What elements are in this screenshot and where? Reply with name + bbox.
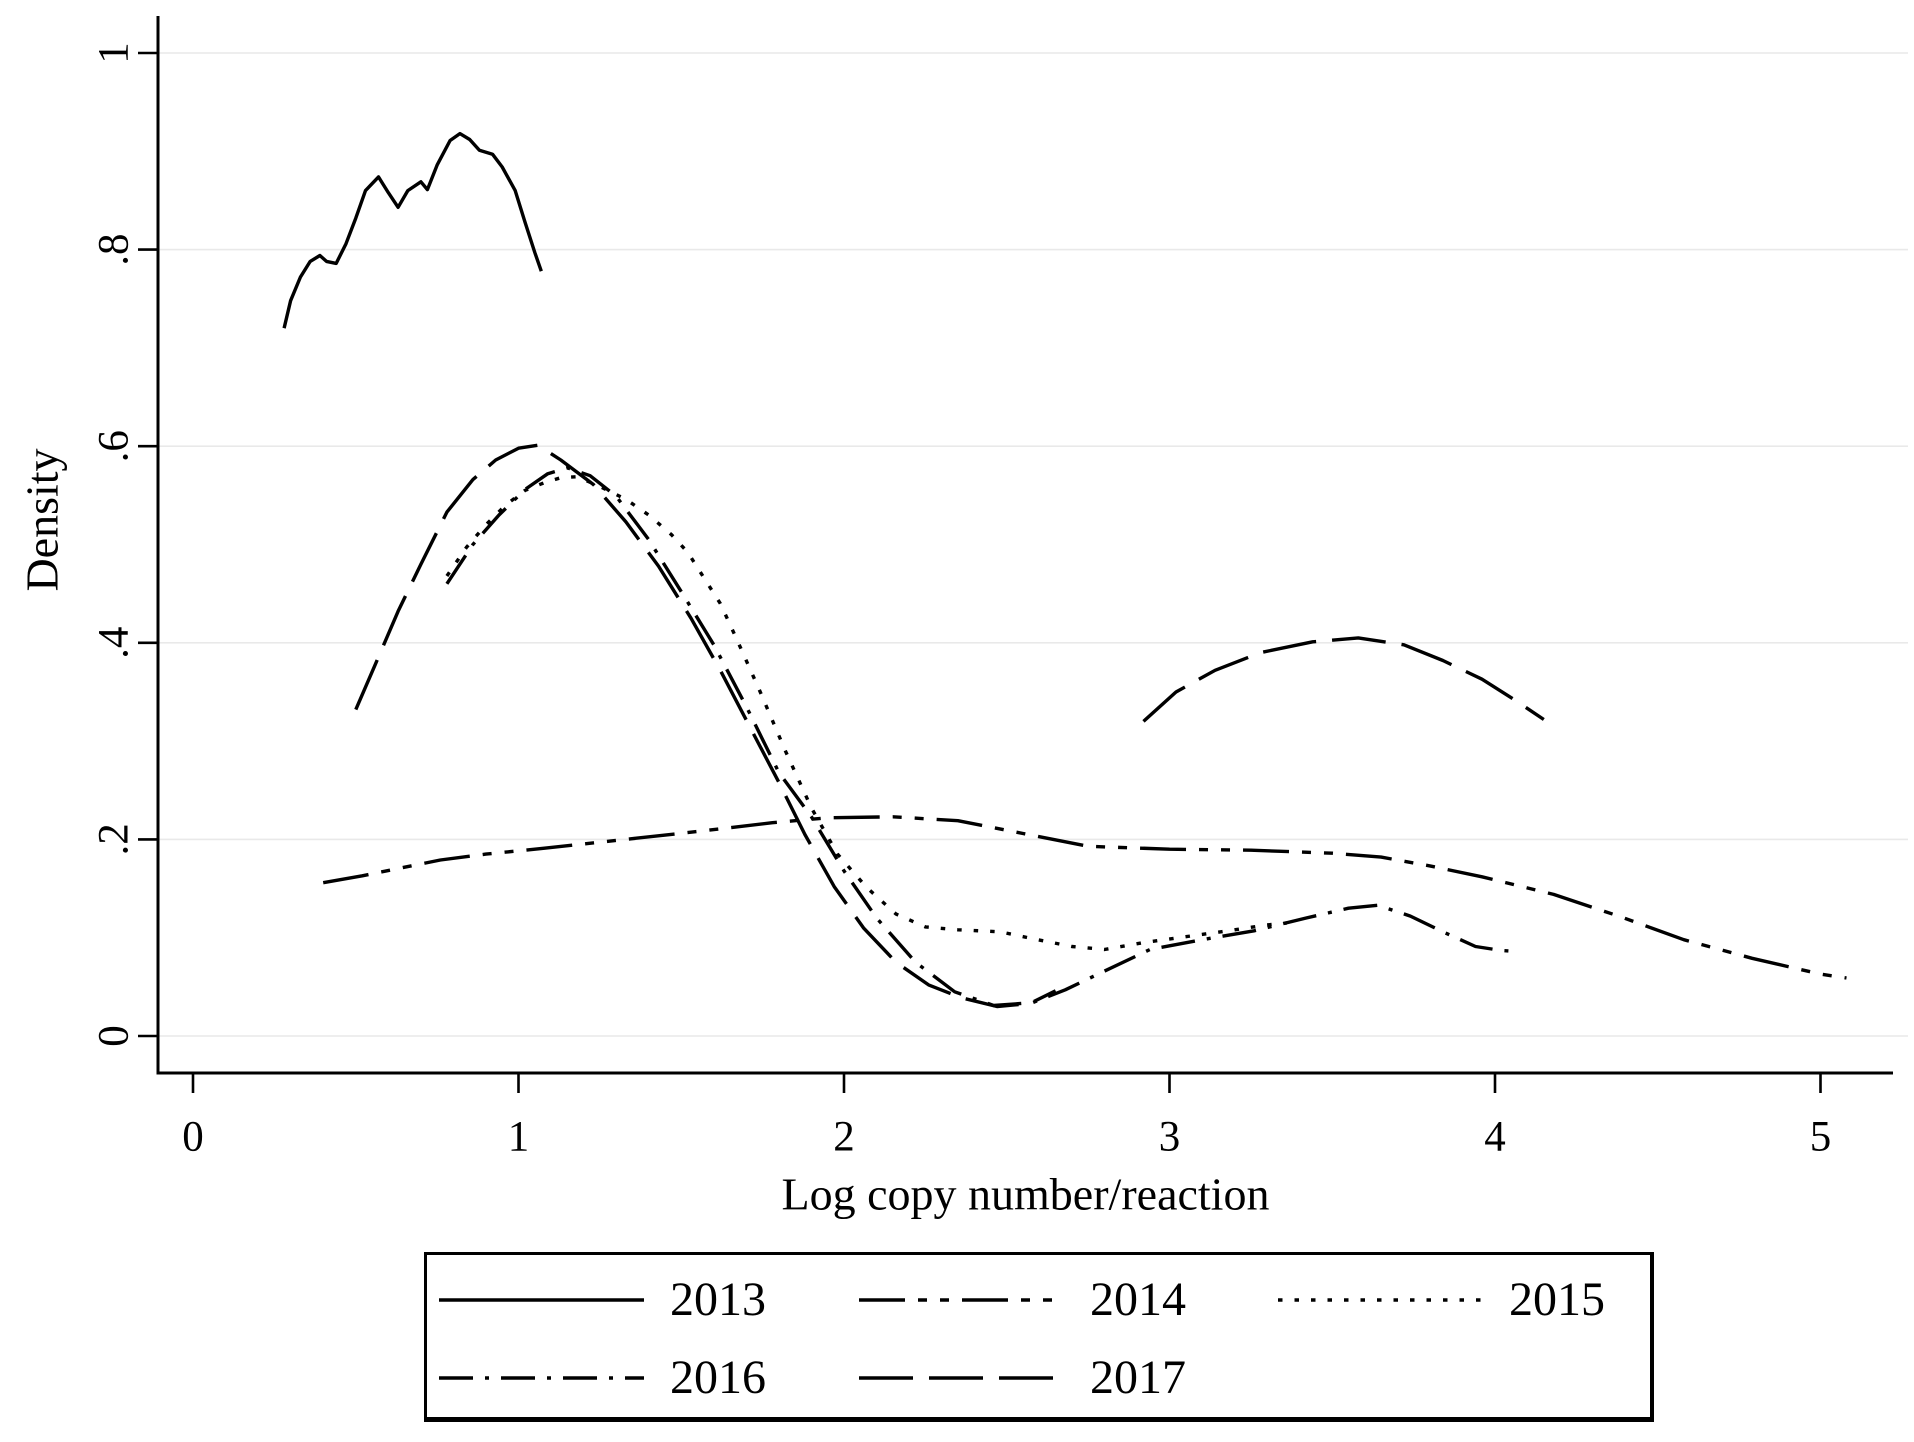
legend-line-sample-2014: [859, 1298, 1064, 1302]
y-tick-label: .6: [91, 430, 138, 462]
legend-label: 2015: [1509, 1273, 1605, 1326]
legend-entry-2015: 2015: [1278, 1265, 1605, 1335]
x-tick-label: 2: [833, 1114, 855, 1161]
y-tick-label: .4: [91, 627, 138, 659]
legend-line-sample-2016: [439, 1376, 644, 1380]
x-tick-label: 3: [1159, 1114, 1181, 1161]
y-tick-label: .8: [91, 233, 138, 265]
x-tick-label: 5: [1810, 1114, 1832, 1161]
y-tick-label: .2: [91, 823, 138, 855]
legend-entry-2016: 2016: [439, 1343, 766, 1413]
series-line-2013: [282, 131, 543, 329]
legend-entry-2014: 2014: [859, 1265, 1186, 1335]
series-line-2016: [445, 466, 1518, 1008]
legend-label: 2013: [670, 1273, 766, 1326]
series-line-2017: [354, 443, 1545, 1009]
y-axis-title: Density: [17, 448, 68, 591]
x-tick-label: 4: [1484, 1114, 1506, 1161]
legend-line-sample-2017: [859, 1376, 1064, 1380]
legend-label: 2017: [1090, 1351, 1186, 1404]
legend-label: 2016: [670, 1351, 766, 1404]
legend-row: 2013 2014 2015: [427, 1265, 1650, 1335]
legend-entry-2017: 2017: [859, 1343, 1186, 1413]
legend-label: 2014: [1090, 1273, 1186, 1326]
series-line-2015: [445, 475, 1287, 952]
y-tick-label: 0: [91, 1025, 138, 1047]
x-tick-label: 0: [182, 1114, 204, 1161]
x-tick-label: 1: [508, 1114, 530, 1161]
legend-line-sample-2015: [1278, 1298, 1483, 1302]
legend-line-sample-2013: [439, 1298, 644, 1302]
x-axis-title: Log copy number/reaction: [782, 1169, 1270, 1220]
series-line-2014: [322, 815, 1847, 980]
y-tick-label: 1: [91, 42, 138, 64]
legend-box: 2013 2014 2015 2016 2017: [424, 1252, 1654, 1422]
kdensity-chart: 0 .2 .4 .6 .8 1 0 1 2 3 4 5 Density Log copy number/r…: [17, 16, 1908, 1220]
legend-entry-2013: 2013: [439, 1265, 766, 1335]
legend-row: 2016 2017: [427, 1343, 1650, 1413]
